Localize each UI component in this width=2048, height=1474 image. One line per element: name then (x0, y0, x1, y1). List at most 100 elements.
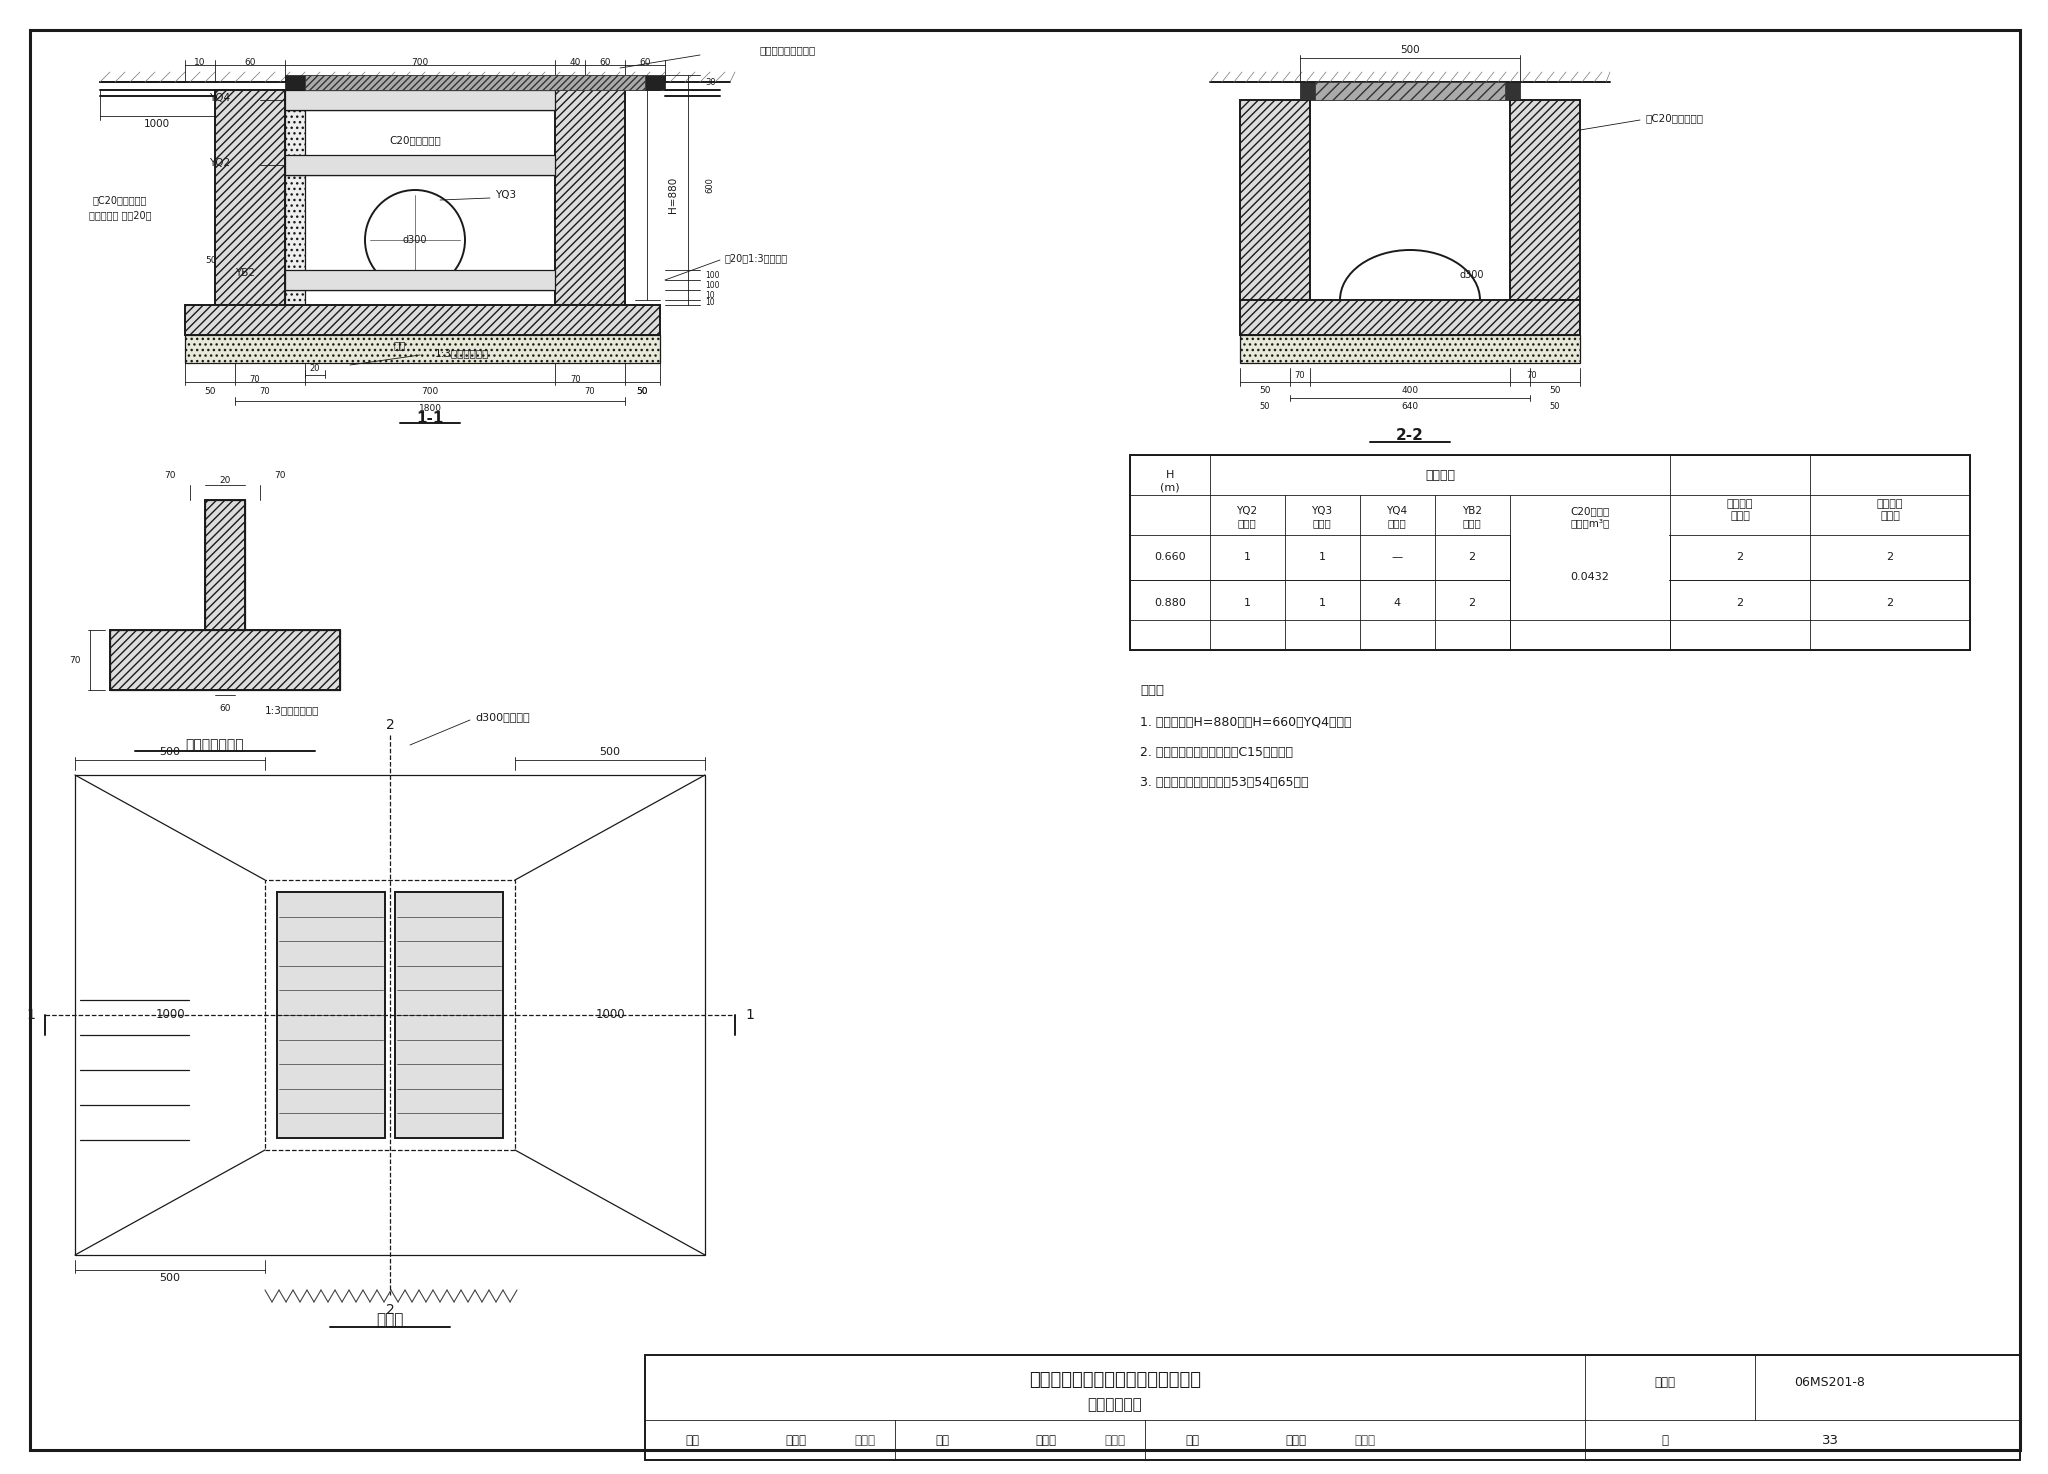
Bar (645, 1355, 2019, 1461)
Text: H=880: H=880 (668, 177, 678, 214)
Text: 座20厚1:3水泥砂浆: 座20厚1:3水泥砂浆 (725, 254, 788, 262)
Text: YQ4
（块）: YQ4 （块） (1386, 506, 1407, 528)
Text: 1000: 1000 (156, 1008, 184, 1021)
Bar (1239, 100, 1311, 301)
Text: 0.880: 0.880 (1155, 598, 1186, 607)
Text: 70: 70 (571, 374, 582, 383)
Text: 50: 50 (637, 386, 647, 395)
Bar (1509, 100, 1579, 301)
Text: 铸铁井圈及铸铁算子: 铸铁井圈及铸铁算子 (760, 46, 817, 55)
Text: （铸铁井圈）: （铸铁井圈） (1087, 1397, 1143, 1412)
Bar (555, 90, 625, 310)
Text: 侧墙接缝大样图: 侧墙接缝大样图 (186, 738, 244, 752)
Text: 1: 1 (27, 1008, 35, 1021)
Text: 审核: 审核 (684, 1434, 698, 1446)
Text: YQ4: YQ4 (209, 93, 229, 103)
Text: 2: 2 (1737, 551, 1743, 562)
Bar (205, 500, 246, 690)
Text: 500: 500 (1401, 46, 1419, 55)
Bar (395, 892, 504, 1138)
Bar (264, 880, 514, 1150)
Text: 1: 1 (1319, 598, 1325, 607)
Text: 40: 40 (569, 57, 582, 66)
Text: 2: 2 (1468, 598, 1475, 607)
Text: 1: 1 (1243, 598, 1251, 607)
Text: 700: 700 (422, 386, 438, 395)
Bar (1300, 83, 1520, 100)
Text: 30: 30 (705, 78, 715, 87)
Text: 60: 60 (244, 57, 256, 66)
Text: 图集号: 图集号 (1655, 1377, 1675, 1390)
Text: 3. 算子及井圈见本图集第53、54、65页。: 3. 算子及井圈见本图集第53、54、65页。 (1141, 775, 1309, 789)
Text: 2-2: 2-2 (1397, 427, 1423, 442)
Bar (1239, 301, 1579, 335)
Text: 铸铁算子
（个）: 铸铁算子 （个） (1726, 500, 1753, 520)
Text: 60: 60 (600, 57, 610, 66)
Text: 1:3水泥砂浆灌缝: 1:3水泥砂浆灌缝 (434, 348, 489, 358)
Text: 预制混凝土装配式平算式双算雨水口: 预制混凝土装配式平算式双算雨水口 (1028, 1371, 1200, 1389)
Text: YQ2: YQ2 (209, 158, 229, 168)
Text: YQ2
（块）: YQ2 （块） (1237, 506, 1257, 528)
Text: 20: 20 (309, 364, 319, 373)
Text: YQ3: YQ3 (496, 190, 516, 200)
Text: 70: 70 (70, 656, 80, 665)
Text: 补C20细石混凝土: 补C20细石混凝土 (1645, 113, 1704, 122)
Text: 50: 50 (1550, 401, 1561, 410)
Text: 50: 50 (205, 386, 215, 395)
Text: H: H (1165, 470, 1174, 481)
Bar (285, 90, 305, 310)
Bar (276, 892, 385, 1138)
Text: 10: 10 (195, 57, 205, 66)
Text: (m): (m) (1159, 482, 1180, 492)
Text: 50: 50 (1260, 401, 1270, 410)
Text: 33: 33 (1821, 1434, 1839, 1446)
Text: 50: 50 (205, 255, 217, 264)
Text: 2: 2 (1737, 598, 1743, 607)
Text: 1-1: 1-1 (416, 410, 444, 426)
Text: d300雨水口管: d300雨水口管 (475, 712, 530, 722)
Text: 叶恒礼: 叶恒礼 (854, 1434, 874, 1446)
Text: 0.0432: 0.0432 (1571, 572, 1610, 582)
Text: C20细石混凝土: C20细石混凝土 (389, 136, 440, 144)
Text: YQ3
（块）: YQ3 （块） (1311, 506, 1333, 528)
Text: 工程数量: 工程数量 (1425, 469, 1454, 482)
Bar (285, 270, 555, 290)
Bar (184, 335, 659, 363)
Text: 1000: 1000 (596, 1008, 625, 1021)
Text: 700: 700 (412, 57, 428, 66)
Text: d300: d300 (1460, 270, 1485, 280)
Text: 70: 70 (260, 386, 270, 395)
Text: 60: 60 (219, 703, 231, 712)
Text: 1800: 1800 (418, 404, 442, 413)
Text: 鸿工学: 鸿工学 (1354, 1434, 1376, 1446)
Text: 2: 2 (1886, 598, 1894, 607)
Text: 2: 2 (385, 718, 395, 733)
Text: 100: 100 (705, 280, 719, 289)
Text: 2: 2 (1468, 551, 1475, 562)
Text: —: — (1391, 551, 1403, 562)
Text: 0.660: 0.660 (1155, 551, 1186, 562)
Text: 1: 1 (745, 1008, 754, 1021)
Bar (215, 90, 285, 310)
Bar (1315, 83, 1505, 100)
Text: 600: 600 (705, 177, 715, 193)
Bar (285, 90, 555, 111)
Text: C20细石混
凝土（m³）: C20细石混 凝土（m³） (1571, 506, 1610, 528)
Text: 400: 400 (1401, 386, 1419, 395)
Text: 10: 10 (705, 290, 715, 299)
Text: 60: 60 (639, 57, 651, 66)
Text: 铸铁井圈
（个）: 铸铁井圈 （个） (1876, 500, 1903, 520)
Text: 温丽晖: 温丽晖 (1284, 1434, 1307, 1446)
Text: 70: 70 (274, 470, 287, 479)
Bar (285, 75, 666, 90)
Text: 10: 10 (705, 298, 715, 307)
Text: 500: 500 (160, 747, 180, 758)
Text: 平面图: 平面图 (377, 1312, 403, 1328)
Text: d300: d300 (403, 234, 428, 245)
Text: 设计: 设计 (1186, 1434, 1198, 1446)
Text: 500: 500 (160, 1274, 180, 1282)
Text: 50: 50 (637, 386, 647, 395)
Text: 100: 100 (705, 271, 719, 280)
Text: 1:3水泥砂浆灌缝: 1:3水泥砂浆灌缝 (264, 705, 319, 715)
Text: 盛奕节: 盛奕节 (1034, 1434, 1057, 1446)
